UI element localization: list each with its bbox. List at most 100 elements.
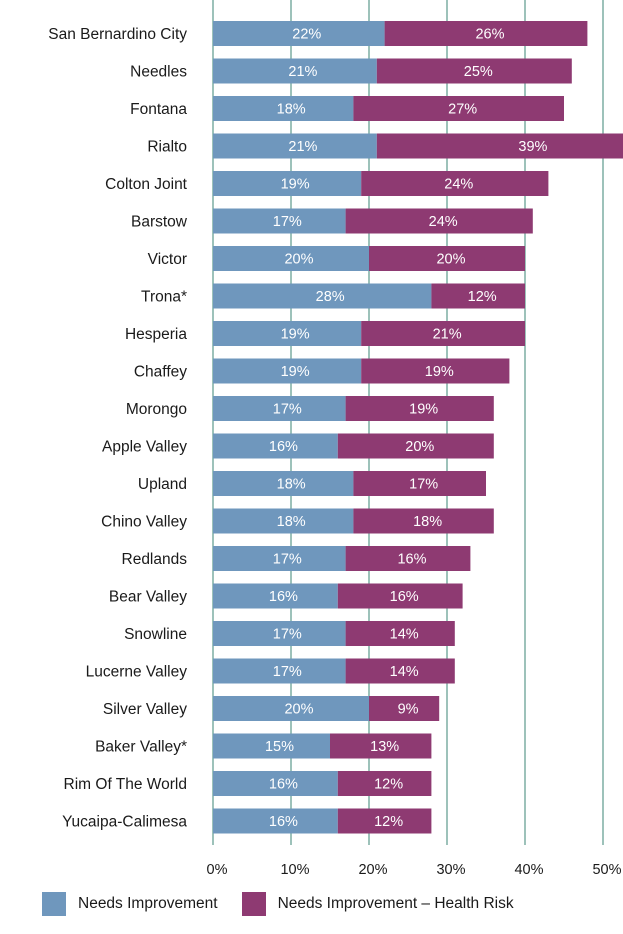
bar-needs-improvement (213, 208, 346, 234)
value-label: 17% (273, 214, 302, 230)
bar-needs-improvement (213, 696, 369, 721)
bar-health-risk (376, 58, 572, 84)
category-label: Bear Valley (109, 589, 187, 606)
bar-health-risk (345, 621, 455, 646)
value-label: 15% (265, 739, 294, 755)
bar-health-risk (361, 171, 549, 196)
bar-needs-improvement (213, 808, 338, 834)
legend: Needs Improvement Needs Improvement – He… (42, 892, 538, 916)
category-label: Chino Valley (101, 514, 187, 531)
value-label: 12% (468, 289, 497, 305)
category-label: Upland (138, 476, 187, 493)
value-label: 13% (370, 739, 399, 755)
value-label: 18% (413, 514, 442, 530)
bar-health-risk (361, 358, 510, 384)
bar-health-risk (353, 471, 486, 496)
category-label: Barstow (131, 214, 188, 231)
bar-health-risk (337, 808, 432, 834)
x-tick-label: 30% (436, 862, 465, 878)
legend-swatch-health-risk (241, 892, 266, 916)
value-label: 9% (398, 702, 419, 718)
legend-label-needs-improvement: Needs Improvement (78, 895, 218, 912)
value-label: 17% (273, 627, 302, 643)
value-label: 19% (409, 402, 438, 418)
value-label: 24% (444, 177, 473, 193)
category-label: Snowline (124, 626, 187, 643)
bar-health-risk (431, 283, 525, 309)
bar-needs-improvement (213, 283, 432, 309)
bar-needs-improvement (213, 396, 346, 421)
value-label: 28% (316, 289, 345, 305)
bar-health-risk (337, 771, 432, 796)
bars (213, 21, 623, 834)
value-label: 17% (273, 552, 302, 568)
x-tick-labels: 0% 10% 20% 30% 40% 50% (207, 862, 622, 878)
bar-needs-improvement (213, 321, 362, 346)
category-label: Baker Valley* (95, 739, 187, 756)
category-label: Lucerne Valley (86, 664, 188, 681)
x-tick-label: 40% (514, 862, 543, 878)
value-label: 14% (390, 664, 419, 680)
bar-needs-improvement (213, 171, 362, 196)
bar-needs-improvement (213, 733, 330, 759)
bar-health-risk (337, 583, 463, 609)
category-label: Redlands (122, 551, 188, 568)
category-label: Apple Valley (102, 439, 187, 456)
value-label: 16% (397, 552, 426, 568)
category-label: Morongo (126, 401, 187, 418)
bar-needs-improvement (213, 358, 362, 384)
value-label: 16% (269, 777, 298, 793)
category-label: Hesperia (125, 326, 187, 343)
category-label: Chaffey (134, 364, 187, 381)
bar-health-risk (369, 246, 525, 271)
value-label: 20% (284, 702, 313, 718)
value-label: 16% (269, 439, 298, 455)
bar-health-risk (337, 433, 494, 459)
bar-needs-improvement (213, 771, 338, 796)
bar-needs-improvement (213, 133, 377, 159)
bar-health-risk (384, 21, 588, 46)
bar-needs-improvement (213, 583, 338, 609)
value-label: 14% (390, 627, 419, 643)
bar-needs-improvement (213, 508, 354, 534)
value-label: 21% (433, 327, 462, 343)
value-labels: 22% 26% 21% 25% 18% 27% 21% 39% 19% 24% 17% 24% 20% 2… (265, 27, 548, 831)
value-label: 18% (277, 514, 306, 530)
bar-health-risk (353, 508, 494, 534)
legend-item-health-risk: Needs Improvement – Health Risk (241, 892, 514, 916)
value-label: 19% (281, 327, 310, 343)
x-tick-label: 10% (280, 862, 309, 878)
bar-health-risk (345, 396, 494, 421)
value-label: 25% (464, 64, 493, 80)
bar-health-risk (345, 208, 533, 234)
bar-needs-improvement (213, 246, 369, 271)
bar-health-risk (361, 321, 525, 346)
value-label: 22% (292, 27, 321, 43)
category-label: Silver Valley (103, 701, 187, 718)
value-label: 16% (390, 589, 419, 605)
value-label: 17% (409, 477, 438, 493)
value-label: 18% (277, 102, 306, 118)
value-label: 16% (269, 814, 298, 830)
value-label: 17% (273, 402, 302, 418)
legend-label-health-risk: Needs Improvement – Health Risk (277, 895, 514, 912)
category-label: Rialto (147, 139, 187, 156)
value-label: 17% (273, 664, 302, 680)
value-label: 12% (374, 777, 403, 793)
value-label: 27% (448, 102, 477, 118)
category-label: Yucaipa-Calimesa (62, 814, 187, 831)
category-labels: San Bernardino City Needles Fontana Rialto C… (48, 26, 188, 831)
bar-needs-improvement (213, 471, 354, 496)
value-label: 20% (284, 252, 313, 268)
value-label: 12% (374, 814, 403, 830)
category-label: Trona* (141, 289, 187, 306)
bar-needs-improvement (213, 621, 346, 646)
value-label: 20% (436, 252, 465, 268)
bar-health-risk (345, 546, 471, 571)
value-label: 19% (281, 364, 310, 380)
bar-health-risk (376, 133, 623, 159)
bar-needs-improvement (213, 658, 346, 684)
category-label: Rim Of The World (64, 776, 187, 793)
value-label: 26% (475, 27, 504, 43)
